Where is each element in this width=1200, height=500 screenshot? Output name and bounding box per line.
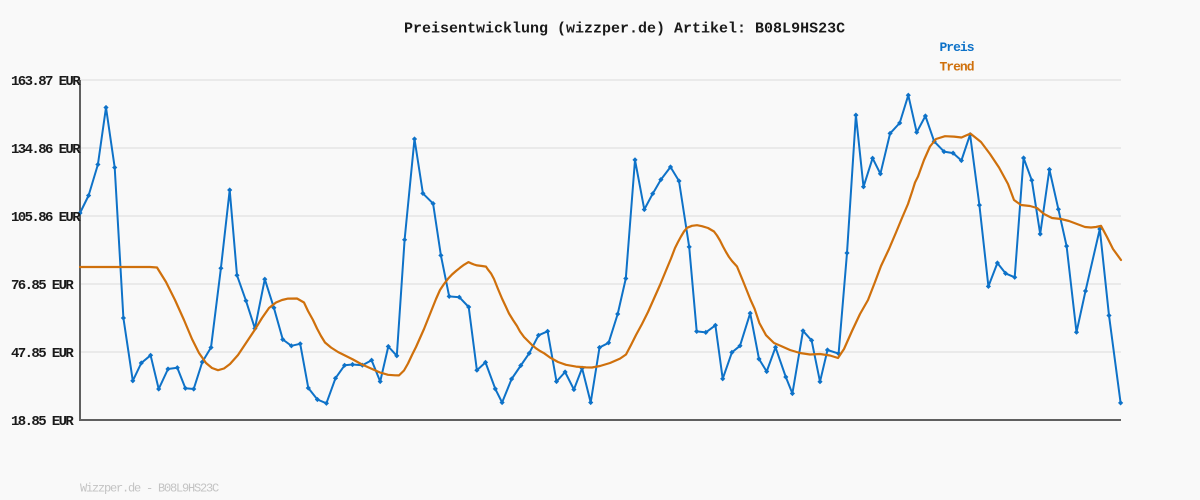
svg-text:18.85 EUR: 18.85 EUR <box>11 414 74 430</box>
svg-text:Preis: Preis <box>940 40 975 55</box>
svg-text:163.87 EUR: 163.87 EUR <box>11 74 81 90</box>
svg-text:Preisentwicklung (wizzper.de): Preisentwicklung (wizzper.de) Artikel: B… <box>404 21 845 38</box>
svg-text:76.85 EUR: 76.85 EUR <box>11 278 74 294</box>
svg-text:Trend: Trend <box>940 60 974 75</box>
svg-text:105.86 EUR: 105.86 EUR <box>11 210 81 226</box>
svg-text:Wizzper.de - B08L9HS23C: Wizzper.de - B08L9HS23C <box>80 481 219 495</box>
svg-text:134.86 EUR: 134.86 EUR <box>11 142 81 158</box>
svg-text:47.85 EUR: 47.85 EUR <box>11 346 74 362</box>
